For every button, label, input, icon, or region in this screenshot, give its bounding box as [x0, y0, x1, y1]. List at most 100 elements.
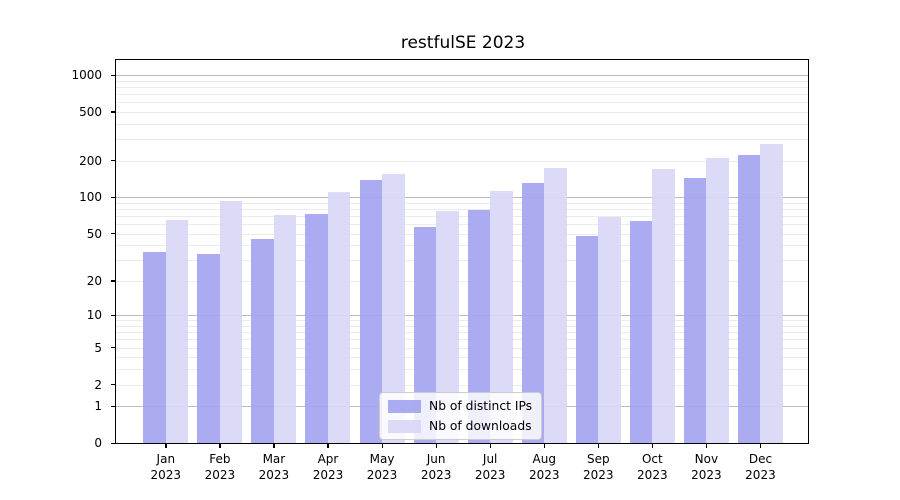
x-tick-label-nov: Nov 2023 — [691, 452, 722, 482]
gridline-minor-800 — [116, 87, 808, 88]
bar-downloads-jan — [165, 219, 189, 443]
gridline-major-100 — [116, 197, 808, 199]
bar-downloads-aug — [544, 168, 567, 443]
gridline-minor-200 — [116, 160, 808, 162]
y-tick-1 — [111, 405, 115, 407]
x-tick-jan — [165, 444, 167, 448]
x-tick-label-apr: Apr 2023 — [312, 452, 344, 482]
bar-downloads-jun — [436, 211, 459, 443]
plot-area: Nb of distinct IPs Nb of downloads — [115, 59, 809, 444]
gridline-minor-6 — [116, 339, 808, 341]
x-tick-label-mar: Mar 2023 — [258, 452, 290, 482]
y-tick-0 — [111, 442, 115, 444]
gridline-major-10 — [116, 315, 808, 317]
y-tick-label-100: 100 — [79, 190, 102, 205]
bar-downloads-dec — [760, 143, 783, 443]
y-tick-label-20: 20 — [86, 273, 102, 288]
y-tick-20 — [111, 280, 115, 282]
y-tick-label-200: 200 — [79, 153, 102, 168]
legend-item-downloads: Nb of downloads — [388, 419, 532, 433]
gridline-major-1000 — [116, 75, 808, 77]
bar-distinct-ips-jul — [467, 209, 491, 443]
x-tick-label-feb: Feb 2023 — [204, 452, 236, 482]
bar-distinct-ips-apr — [305, 213, 328, 443]
bar-distinct-ips-jun — [413, 226, 437, 443]
gridline-minor-4 — [116, 357, 808, 359]
legend-label-downloads: Nb of downloads — [429, 419, 532, 433]
y-tick-label-1: 1 — [94, 399, 102, 414]
bar-distinct-ips-may — [359, 179, 383, 443]
gridline-minor-7 — [116, 332, 808, 334]
y-tick-5 — [111, 347, 115, 349]
gridline-minor-900 — [116, 80, 808, 82]
bar-distinct-ips-mar — [251, 239, 274, 443]
y-tick-label-10: 10 — [86, 308, 102, 323]
x-tick-oct — [651, 444, 654, 448]
x-tick-label-jul: Jul 2023 — [474, 452, 506, 482]
x-tick-jul — [489, 444, 491, 448]
bar-layer — [116, 60, 808, 443]
bar-distinct-ips-feb — [197, 253, 220, 443]
legend-label-distinct-ips: Nb of distinct IPs — [429, 399, 533, 413]
gridline-minor-80 — [116, 209, 808, 211]
x-tick-label-jun: Jun 2023 — [420, 452, 452, 482]
x-tick-mar — [273, 444, 275, 448]
legend-swatch-downloads — [388, 419, 421, 433]
gridline-minor-30 — [116, 260, 808, 262]
gridline-minor-50 — [116, 233, 808, 235]
x-tick-label-may: May 2023 — [366, 452, 398, 482]
x-tick-sep — [597, 444, 600, 448]
gridline-minor-5 — [116, 347, 808, 349]
x-tick-dec — [759, 444, 762, 448]
gridline-minor-40 — [116, 245, 808, 247]
y-tick-10 — [111, 314, 115, 317]
y-tick-label-5: 5 — [94, 340, 102, 355]
grid-layer — [116, 60, 808, 443]
bar-downloads-feb — [219, 200, 243, 443]
y-tick-label-2: 2 — [94, 377, 102, 392]
x-tick-label-sep: Sep 2023 — [582, 452, 614, 482]
bar-downloads-oct — [652, 168, 675, 443]
y-tick-label-1000: 1000 — [71, 68, 102, 83]
y-tick-200 — [111, 160, 115, 162]
bar-downloads-apr — [327, 192, 351, 443]
x-tick-apr — [327, 444, 329, 448]
y-tick-2 — [111, 384, 115, 386]
x-tick-label-oct: Oct 2023 — [637, 452, 668, 482]
gridline-minor-2 — [116, 384, 808, 386]
gridline-minor-70 — [116, 216, 808, 218]
x-tick-feb — [219, 444, 221, 448]
gridline-minor-300 — [116, 139, 808, 141]
gridline-minor-3 — [116, 369, 808, 371]
y-tick-label-0: 0 — [94, 436, 102, 450]
bar-distinct-ips-jan — [143, 252, 166, 443]
y-tick-label-500: 500 — [79, 104, 102, 119]
y-tick-500 — [111, 111, 115, 113]
legend-item-distinct-ips: Nb of distinct IPs — [388, 399, 532, 413]
bar-distinct-ips-aug — [521, 183, 545, 443]
bar-downloads-nov — [706, 158, 729, 443]
gridline-minor-90 — [116, 202, 808, 204]
chart-title: restfulSE 2023 — [400, 33, 526, 53]
bar-distinct-ips-sep — [575, 235, 599, 443]
bar-downloads-mar — [273, 215, 297, 443]
gridline-minor-60 — [116, 224, 808, 226]
x-tick-nov — [705, 444, 708, 448]
bar-distinct-ips-nov — [683, 177, 707, 443]
gridline-minor-500 — [116, 111, 808, 113]
y-tick-50 — [111, 233, 115, 235]
gridline-minor-400 — [116, 123, 808, 125]
x-tick-label-dec: Dec 2023 — [745, 452, 776, 482]
legend-swatch-distinct-ips — [388, 399, 421, 413]
x-tick-may — [381, 444, 383, 448]
gridline-minor-700 — [116, 94, 808, 96]
bar-distinct-ips-dec — [737, 154, 761, 443]
x-tick-label-jan: Jan 2023 — [150, 452, 182, 482]
gridline-minor-9 — [116, 320, 808, 322]
gridline-minor-20 — [116, 280, 808, 282]
x-tick-label-aug: Aug 2023 — [528, 452, 560, 482]
y-tick-1000 — [111, 74, 115, 76]
bar-downloads-jul — [490, 191, 513, 443]
